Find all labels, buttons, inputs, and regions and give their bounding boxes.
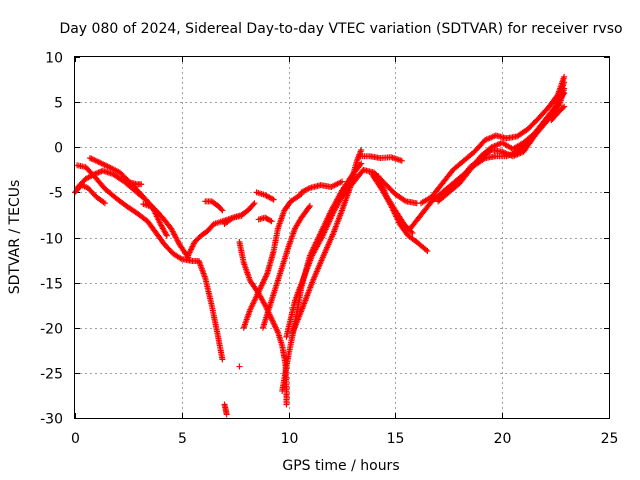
- data-point: [101, 200, 108, 207]
- series-arc-6: [140, 201, 162, 217]
- data-point: [219, 207, 226, 214]
- series-arc-14: [253, 189, 277, 203]
- data-point: [270, 196, 277, 203]
- data-point: [398, 157, 405, 164]
- data-point: [250, 201, 257, 208]
- series-arc-22: [356, 153, 405, 164]
- series-arc-16: [259, 202, 313, 331]
- y-tick-label: -10: [40, 232, 63, 248]
- x-axis-label: GPS time / hours: [282, 458, 399, 474]
- x-tick-label: 0: [71, 431, 80, 447]
- series-arc-25: [407, 85, 568, 232]
- data-point: [561, 90, 568, 97]
- series-arc-9: [221, 200, 258, 227]
- series-arc-20: [298, 178, 345, 196]
- data-point: [251, 200, 258, 207]
- data-point: [283, 401, 290, 408]
- y-tick-label: -25: [40, 367, 63, 383]
- x-tick-label: 20: [494, 431, 512, 447]
- series-arc-28: [456, 90, 568, 185]
- data-point: [223, 411, 230, 418]
- data-point: [306, 204, 313, 211]
- data-point: [154, 208, 161, 215]
- x-tick-label: 25: [601, 431, 619, 447]
- data-point: [401, 197, 408, 204]
- data-point: [163, 232, 170, 239]
- x-tick-label: 15: [387, 431, 405, 447]
- series-arc-27: [435, 79, 568, 205]
- data-point: [138, 181, 145, 188]
- data-point: [351, 171, 358, 178]
- y-tick-label: 0: [54, 141, 63, 157]
- data-point: [268, 218, 275, 225]
- series-arc-15: [255, 214, 275, 225]
- data-point: [155, 210, 162, 217]
- y-tick-label: -20: [40, 322, 63, 338]
- plot-frame: [74, 56, 610, 419]
- series-arc-19: [289, 171, 358, 336]
- data-point: [424, 248, 431, 255]
- data-point: [306, 202, 313, 209]
- data-point: [561, 79, 568, 86]
- data-point: [218, 206, 225, 213]
- data-point: [423, 246, 430, 253]
- series-arc-24: [375, 173, 416, 236]
- data-point: [561, 103, 568, 110]
- data-point: [358, 146, 365, 153]
- data-point: [357, 161, 364, 168]
- series-arc-7: [185, 212, 245, 259]
- data-point: [219, 356, 226, 363]
- series-arc-5: [127, 179, 145, 188]
- series-arc-8: [202, 198, 226, 214]
- data-point: [297, 192, 304, 199]
- grid: [75, 57, 610, 419]
- data-point: [267, 217, 274, 224]
- y-tick-label: -15: [40, 277, 63, 293]
- y-axis-label: SDTVAR / TECUs: [7, 180, 23, 295]
- data-points: [72, 73, 568, 418]
- tick-labels: 0 5 10 15 20 25 10 5 0 -5 -10 -15 -20 -25 -30: [40, 51, 618, 448]
- data-point: [358, 160, 365, 167]
- y-tick-label: -30: [40, 412, 63, 428]
- data-point: [559, 104, 566, 111]
- data-point: [561, 73, 568, 80]
- y-tick-label: 5: [54, 96, 63, 112]
- series-arc-17: [279, 160, 365, 394]
- data-point: [409, 229, 416, 236]
- x-tick-label: 5: [178, 431, 187, 447]
- x-tick-label: 10: [281, 431, 299, 447]
- chart-title: Day 080 of 2024, Sidereal Day-to-day VTE…: [59, 21, 622, 37]
- series-arc-3: [74, 162, 226, 363]
- series-arc-10: [236, 363, 243, 370]
- series-arc-29: [548, 103, 568, 124]
- series-arc-11: [221, 401, 230, 418]
- series-arc-26: [418, 73, 568, 207]
- data-point: [236, 363, 243, 370]
- y-tick-label: 10: [45, 51, 63, 67]
- series-arc-13: [240, 191, 305, 331]
- data-point: [339, 178, 345, 185]
- y-tick-label: -5: [49, 186, 63, 202]
